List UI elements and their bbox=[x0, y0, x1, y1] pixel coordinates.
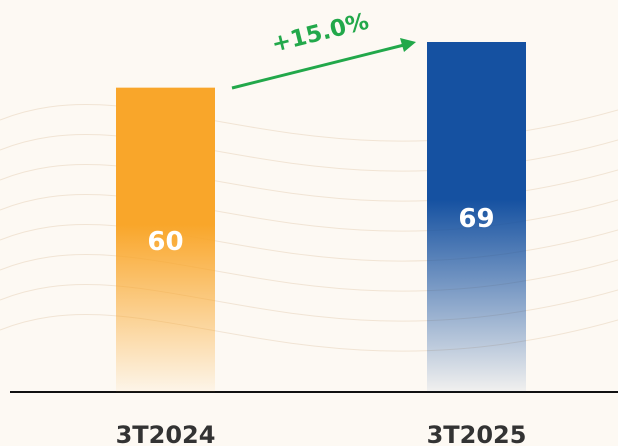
bar bbox=[116, 87, 215, 393]
growth-label: +15.0% bbox=[269, 9, 371, 58]
value-label: 69 bbox=[458, 204, 494, 234]
value-label: 60 bbox=[147, 227, 183, 257]
background-waves bbox=[0, 104, 618, 352]
category-label: 3T2025 bbox=[427, 421, 527, 446]
growth-arrow bbox=[231, 38, 416, 90]
category-label: 3T2024 bbox=[116, 421, 216, 446]
bar bbox=[427, 42, 526, 392]
